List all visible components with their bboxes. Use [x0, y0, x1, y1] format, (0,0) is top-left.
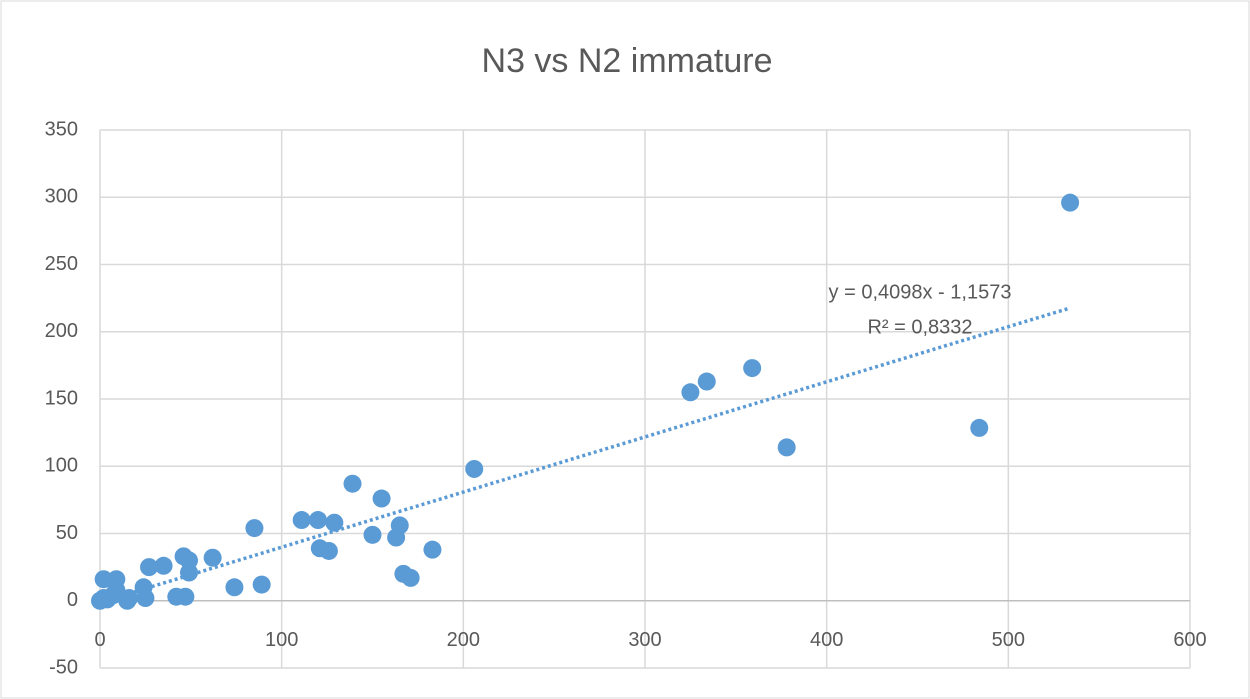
scatter-point — [697, 372, 716, 391]
x-tick-label: 100 — [265, 629, 298, 651]
scatter-point — [136, 589, 155, 608]
scatter-point — [180, 551, 199, 570]
scatter-point — [94, 589, 113, 608]
scatter-point — [319, 541, 338, 560]
scatter-point — [372, 489, 391, 508]
trendline-r2: R² = 0,8332 — [867, 316, 972, 338]
scatter-point — [94, 570, 113, 589]
scatter-point — [970, 418, 989, 437]
scatter-point — [465, 459, 484, 478]
x-tick-label: 0 — [94, 629, 105, 651]
scatter-point — [252, 575, 271, 594]
y-tick-label: 50 — [56, 522, 78, 544]
scatter-point — [1061, 193, 1080, 212]
y-tick-label: -50 — [49, 656, 78, 678]
scatter-point — [245, 519, 264, 538]
scatter-point — [387, 528, 406, 547]
scatter-point — [343, 474, 362, 493]
scatter-point — [401, 568, 420, 587]
y-tick-label: 100 — [45, 455, 78, 477]
scatter-point — [203, 548, 222, 567]
scatter-point — [743, 359, 762, 378]
x-tick-label: 300 — [628, 629, 661, 651]
scatter-point — [225, 578, 244, 597]
y-tick-label: 250 — [45, 253, 78, 275]
x-tick-label: 500 — [992, 629, 1025, 651]
scatter-point — [154, 556, 173, 575]
chart-title: N3 vs N2 immature — [482, 42, 773, 80]
scatter-point — [292, 511, 311, 530]
y-tick-label: 150 — [45, 387, 78, 409]
y-tick-label: 0 — [67, 589, 78, 611]
trendline-equation: y = 0,4098x - 1,1573 — [829, 281, 1012, 303]
scatter-point — [140, 558, 159, 577]
y-tick-label: 350 — [45, 118, 78, 140]
scatter-point — [777, 438, 796, 457]
scatter-point — [325, 513, 344, 532]
x-tick-label: 200 — [447, 629, 480, 651]
trendline — [99, 306, 1071, 604]
y-tick-label: 300 — [45, 186, 78, 208]
scatter-point — [363, 525, 382, 544]
scatter-point — [176, 587, 195, 606]
x-tick-label: 400 — [810, 629, 843, 651]
scatter-point — [309, 511, 327, 530]
scatter-point — [681, 383, 700, 402]
x-tick-label: 600 — [1173, 629, 1206, 651]
y-tick-label: 200 — [45, 320, 78, 342]
scatter-point — [423, 540, 442, 559]
